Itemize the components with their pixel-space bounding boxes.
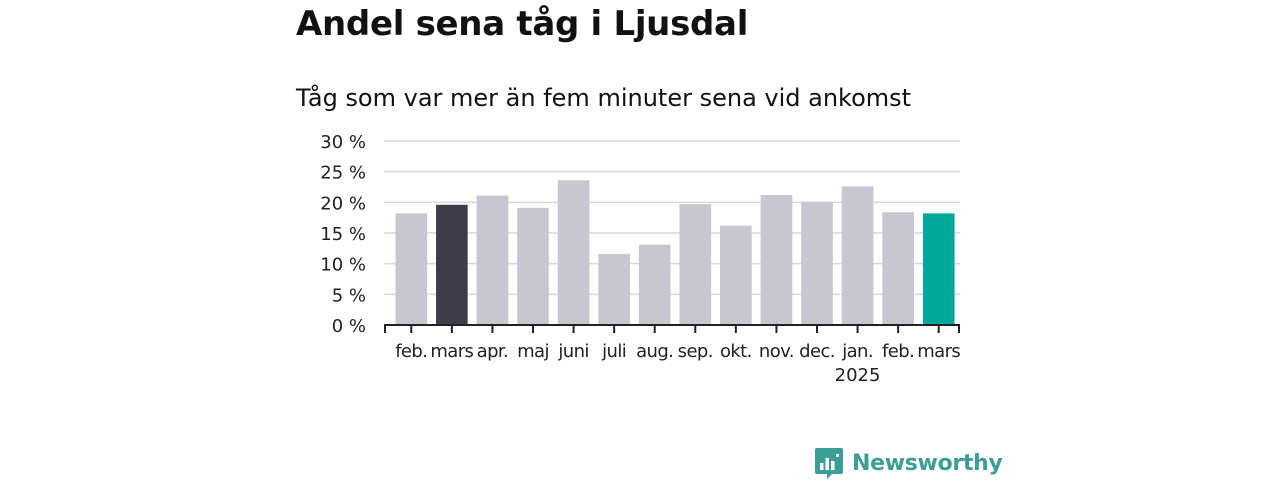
- y-tick-label: 0 %: [332, 316, 366, 337]
- x-tick-label: dec.: [799, 341, 835, 362]
- x-tick-label: feb.: [882, 341, 914, 362]
- bar: [476, 195, 509, 325]
- x-tick-label: aug.: [636, 341, 673, 362]
- x-tick-label: okt.: [720, 341, 752, 362]
- x-tick-label: sep.: [678, 341, 713, 362]
- bar: [841, 186, 874, 325]
- bar: [395, 213, 428, 325]
- y-tick-label: 15 %: [320, 224, 366, 245]
- y-tick-label: 20 %: [320, 193, 366, 214]
- bar: [517, 207, 549, 325]
- y-tick-label: 25 %: [320, 163, 366, 184]
- newsworthy-logo-icon: [815, 448, 843, 479]
- x-tick-label: maj: [517, 341, 549, 362]
- bar: [801, 201, 833, 325]
- y-tick-label: 5 %: [332, 285, 366, 306]
- newsworthy-brand: Newsworthy: [814, 446, 1003, 480]
- bar: [557, 180, 590, 325]
- x-tick-label: jan.: [841, 341, 873, 362]
- x-tick-label: mars: [430, 341, 473, 362]
- x-tick-label: juni: [557, 341, 588, 362]
- x-tick-label: mars: [917, 341, 960, 362]
- bar: [922, 213, 955, 325]
- bar: [760, 194, 793, 325]
- x-year-label: 2025: [835, 365, 881, 386]
- bar: [436, 204, 468, 325]
- bar: [638, 244, 671, 325]
- chart-title: Andel sena tåg i Ljusdal: [296, 4, 749, 44]
- x-tick-label: juli: [601, 341, 626, 362]
- bar: [882, 212, 914, 325]
- chart-subtitle: Tåg som var mer än fem minuter sena vid …: [296, 84, 912, 112]
- y-tick-label: 10 %: [320, 255, 366, 276]
- bar: [679, 204, 712, 325]
- x-tick-label: nov.: [759, 341, 794, 362]
- bar: [598, 253, 630, 325]
- brand-name: Newsworthy: [852, 450, 1003, 476]
- bar: [720, 225, 752, 325]
- y-tick-label: 30 %: [320, 132, 366, 153]
- x-tick-label: apr.: [477, 341, 509, 362]
- x-tick-label: feb.: [395, 341, 427, 362]
